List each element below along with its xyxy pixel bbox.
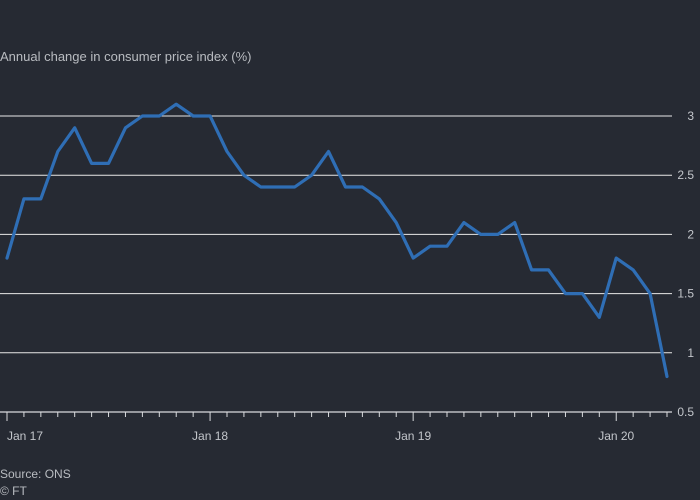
chart-subtitle: Annual change in consumer price index (%… [0, 49, 252, 64]
data-point [445, 245, 449, 248]
data-point [124, 126, 127, 130]
data-point [428, 245, 432, 248]
y-tick-label: 1 [687, 346, 694, 360]
data-point [225, 150, 229, 153]
data-point [598, 316, 601, 319]
data-point [547, 268, 550, 272]
data-point [191, 114, 195, 118]
cpi-series-line [5, 102, 669, 379]
x-tick-label: Jan 20 [598, 429, 634, 443]
source-note: Source: ONS [0, 467, 71, 481]
data-point [378, 197, 381, 201]
y-tick-label: 3 [687, 109, 694, 123]
data-point [479, 233, 483, 236]
data-point [581, 292, 584, 295]
data-point [73, 126, 76, 130]
data-point [344, 185, 347, 189]
data-point [56, 150, 59, 153]
data-point [39, 197, 43, 201]
data-point [158, 114, 161, 118]
data-point [327, 150, 330, 153]
data-point [513, 221, 516, 224]
data-point [141, 114, 144, 118]
data-point [175, 102, 178, 106]
data-point [395, 221, 398, 224]
data-point [22, 197, 26, 201]
data-point [208, 114, 212, 118]
data-point [293, 185, 296, 189]
data-point [648, 292, 652, 295]
x-tick-label: Jan 17 [7, 429, 43, 443]
y-tick-label: 0.5 [677, 405, 694, 419]
data-point [5, 256, 9, 260]
y-axis-ticks: 3 2.5 2 1.5 1 0.5 [677, 109, 694, 419]
data-point [310, 174, 313, 177]
data-point [615, 256, 618, 260]
data-point [276, 185, 279, 189]
gridlines [0, 115, 672, 354]
y-tick-label: 2 [687, 227, 694, 241]
series-layer [5, 102, 669, 379]
data-point [411, 256, 415, 260]
x-tick-label: Jan 19 [395, 429, 431, 443]
data-point [107, 162, 110, 165]
x-tick-label: Jan 18 [192, 429, 228, 443]
data-point [530, 268, 533, 272]
data-point [259, 185, 263, 189]
y-tick-label: 2.5 [677, 168, 694, 182]
data-point [90, 162, 93, 165]
data-point [242, 174, 246, 177]
data-point [631, 268, 635, 272]
y-tick-label: 1.5 [677, 287, 694, 301]
x-axis: Jan 17 Jan 18 Jan 19 Jan 20 [0, 411, 672, 443]
data-point [665, 375, 669, 378]
data-point [361, 185, 364, 189]
data-point [496, 233, 499, 236]
data-point [462, 221, 466, 224]
data-point [564, 292, 567, 295]
credit-note: © FT [0, 484, 27, 498]
